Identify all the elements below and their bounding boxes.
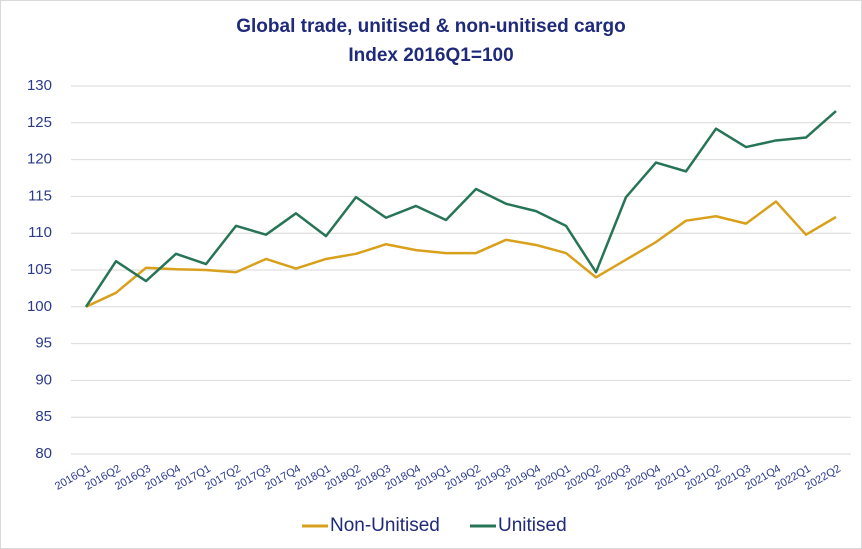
- y-tick-label: 90: [35, 371, 52, 388]
- y-tick-label: 80: [35, 445, 52, 462]
- y-tick-label: 120: [27, 151, 52, 168]
- y-tick-label: 105: [27, 261, 52, 278]
- chart-subtitle: Index 2016Q1=100: [348, 45, 513, 66]
- series-line: [85, 200, 837, 308]
- y-tick-label: 130: [27, 77, 52, 94]
- series-line: [84, 110, 837, 308]
- y-tick-label: 115: [28, 187, 52, 204]
- y-tick-label: 85: [35, 408, 52, 425]
- y-tick-label: 95: [35, 335, 52, 352]
- legend-label: Non-Unitised: [330, 515, 440, 536]
- y-tick-label: 125: [27, 114, 52, 131]
- y-tick-label: 100: [27, 298, 52, 315]
- chart-title: Global trade, unitised & non-unitised ca…: [236, 16, 626, 37]
- y-tick-label: 110: [28, 224, 52, 241]
- legend-label: Unitised: [498, 515, 567, 536]
